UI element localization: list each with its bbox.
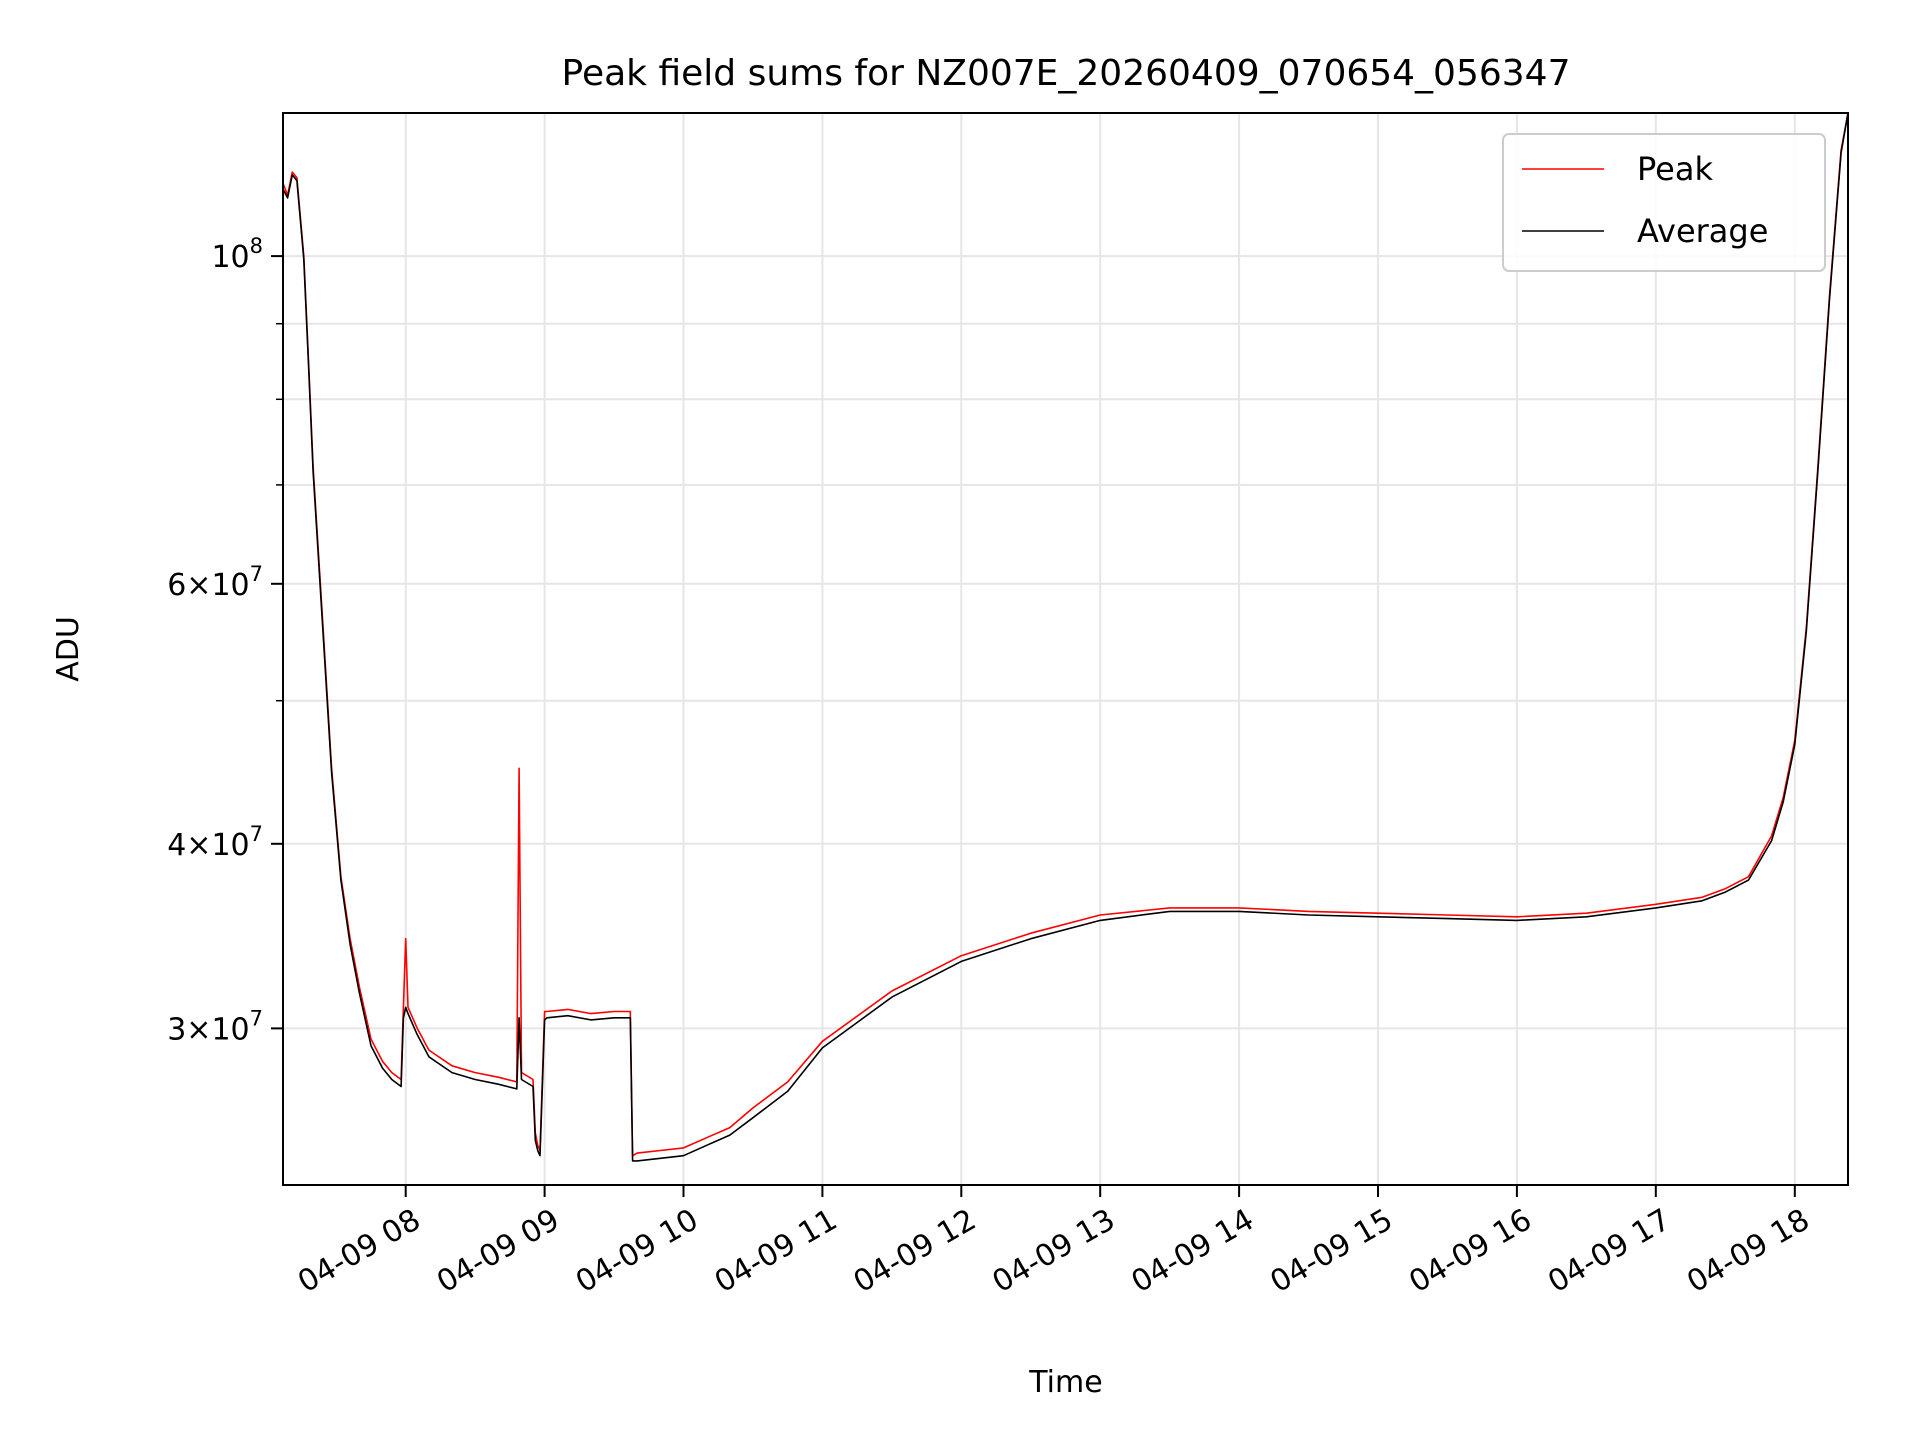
series-line-average	[283, 113, 1848, 1162]
legend: Peak Average	[1502, 133, 1826, 272]
chart-title: Peak field sums for NZ007E_20260409_0706…	[562, 53, 1571, 94]
y-tick-label: 108	[211, 234, 263, 275]
y-axis: 3×107 4×107 6×107 108	[167, 234, 283, 1047]
x-axis-label: Time	[1028, 1365, 1102, 1400]
series-line-peak	[283, 113, 1848, 1157]
grid	[283, 113, 1848, 1185]
y-tick-label: 3×107	[167, 1006, 263, 1047]
legend-label-peak: Peak	[1637, 150, 1713, 188]
y-axis-label: ADU	[51, 616, 86, 682]
y-tick-label: 4×107	[167, 822, 263, 863]
series-group	[283, 113, 1848, 1162]
legend-label-average: Average	[1637, 212, 1768, 250]
plot-frame	[282, 112, 1849, 1186]
y-tick-label: 6×107	[167, 562, 263, 603]
